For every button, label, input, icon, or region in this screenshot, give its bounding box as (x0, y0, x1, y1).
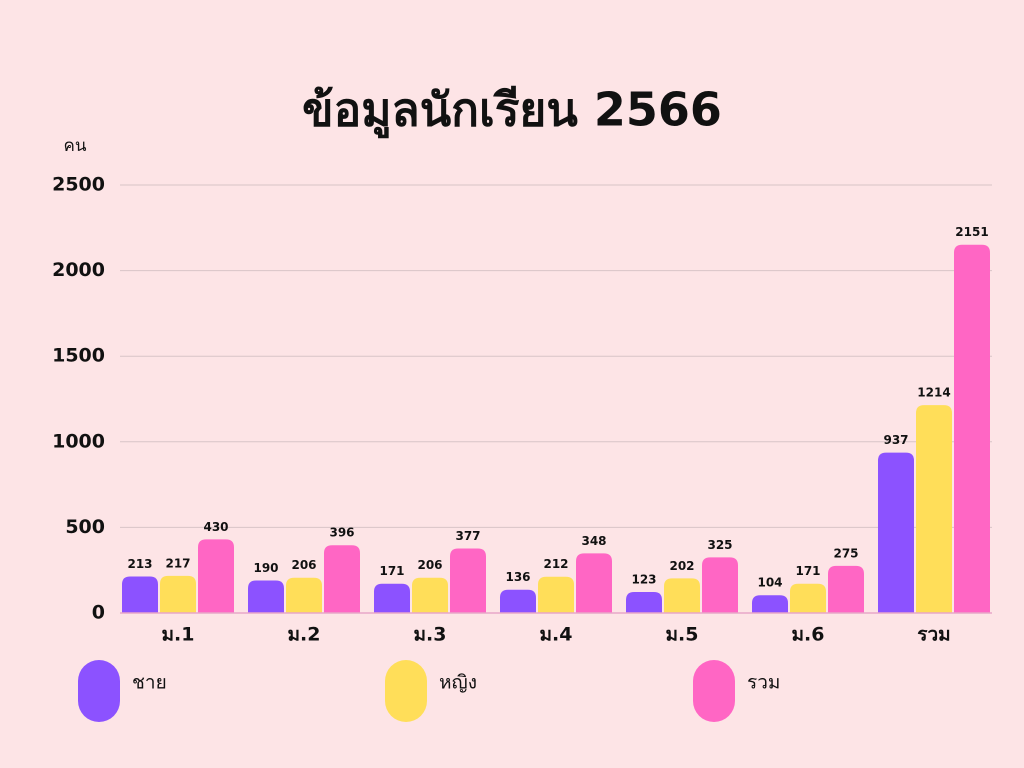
bar (374, 583, 410, 613)
legend-label: ชาย (132, 672, 167, 694)
legend-swatch (78, 660, 120, 722)
x-tick-label: รวม (917, 624, 950, 646)
y-tick-label: 1000 (52, 430, 105, 452)
chart-title: ข้อมูลนักเรียน 2566 (302, 83, 722, 139)
bar (412, 577, 448, 613)
bar (248, 580, 284, 613)
value-label: 217 (165, 556, 190, 570)
value-label: 1214 (917, 386, 950, 400)
bar (916, 405, 952, 613)
legend-swatch (385, 660, 427, 722)
value-label: 937 (883, 433, 908, 447)
bar (324, 545, 360, 613)
legend-label: รวม (747, 672, 780, 694)
legend-swatch (693, 660, 735, 722)
value-label: 213 (127, 557, 152, 571)
value-label: 2151 (955, 225, 988, 239)
x-tick-label: ม.2 (288, 624, 321, 646)
bar (576, 553, 612, 613)
bar (286, 577, 322, 613)
y-tick-label: 0 (92, 602, 105, 624)
value-label: 348 (581, 534, 606, 548)
y-tick-label: 1500 (52, 345, 105, 367)
x-tick-label: ม.1 (162, 624, 195, 646)
bar (122, 576, 158, 613)
bar (954, 244, 990, 614)
value-label: 202 (669, 559, 694, 573)
x-tick-label: ม.6 (792, 624, 825, 646)
bar (450, 548, 486, 613)
value-label: 104 (757, 576, 782, 590)
value-label: 123 (631, 572, 656, 586)
y-tick-label: 500 (65, 516, 105, 538)
x-tick-label: ม.4 (540, 624, 573, 646)
value-label: 206 (417, 558, 442, 572)
legend-label: หญิง (439, 672, 477, 694)
y-axis-label: คน (64, 136, 87, 156)
value-label: 325 (707, 538, 732, 552)
bar (702, 557, 738, 613)
value-label: 212 (543, 557, 568, 571)
value-label: 275 (833, 546, 858, 560)
bar (828, 565, 864, 613)
value-label: 171 (795, 564, 820, 578)
bar (538, 576, 574, 613)
y-tick-label: 2000 (52, 259, 105, 281)
value-label: 136 (505, 570, 530, 584)
x-tick-label: ม.5 (666, 624, 699, 646)
bar (500, 589, 536, 613)
bar (198, 539, 234, 613)
value-label: 190 (253, 561, 278, 575)
value-label: 377 (455, 529, 480, 543)
bar (878, 452, 914, 613)
bar (160, 575, 196, 613)
value-label: 171 (379, 564, 404, 578)
value-label: 430 (203, 520, 228, 534)
bar (790, 583, 826, 613)
value-label: 206 (291, 558, 316, 572)
bar (664, 578, 700, 613)
x-tick-label: ม.3 (414, 624, 447, 646)
y-tick-label: 2500 (52, 174, 105, 196)
bar (626, 591, 662, 613)
bar (752, 595, 788, 613)
value-label: 396 (329, 526, 354, 540)
